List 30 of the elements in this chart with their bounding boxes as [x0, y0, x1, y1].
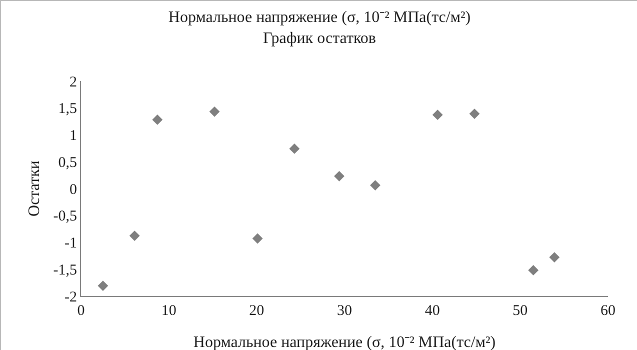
point: [152, 114, 163, 125]
point: [209, 106, 220, 117]
x-tick-label: 50: [512, 303, 528, 319]
point: [528, 265, 539, 276]
point: [334, 170, 344, 182]
y-tick-label: -2: [64, 289, 77, 306]
y-tick-label: -1: [64, 236, 77, 252]
y-tick-label: 0: [70, 182, 77, 198]
point: [98, 280, 108, 291]
chart-subtitle: График остатков: [263, 30, 376, 47]
chart-title: Нормальное напряжение (σ, 10⁻² МПа(тс/м²): [168, 9, 471, 26]
y-tick-label: -1,5: [53, 262, 77, 278]
y-axis-title: Остатки: [26, 160, 43, 216]
point: [129, 230, 140, 241]
x-tick-label: 40: [424, 303, 440, 319]
y-tick-label: 0,5: [58, 154, 77, 171]
x-tick-label: 10: [161, 303, 176, 319]
x-tick-label: 30: [337, 303, 352, 319]
point: [370, 180, 380, 190]
x-tick-label: 60: [600, 303, 616, 319]
point: [549, 252, 560, 262]
x-tick-label: 20: [249, 303, 264, 319]
point: [469, 108, 480, 119]
y-tick-label: 1: [70, 128, 77, 144]
y-tick-label: 1,5: [58, 101, 77, 118]
y-tick-label: 2: [70, 74, 77, 90]
point: [289, 144, 300, 154]
y-tick-label: -0,5: [53, 208, 77, 225]
point: [432, 110, 443, 120]
point: [252, 233, 263, 244]
